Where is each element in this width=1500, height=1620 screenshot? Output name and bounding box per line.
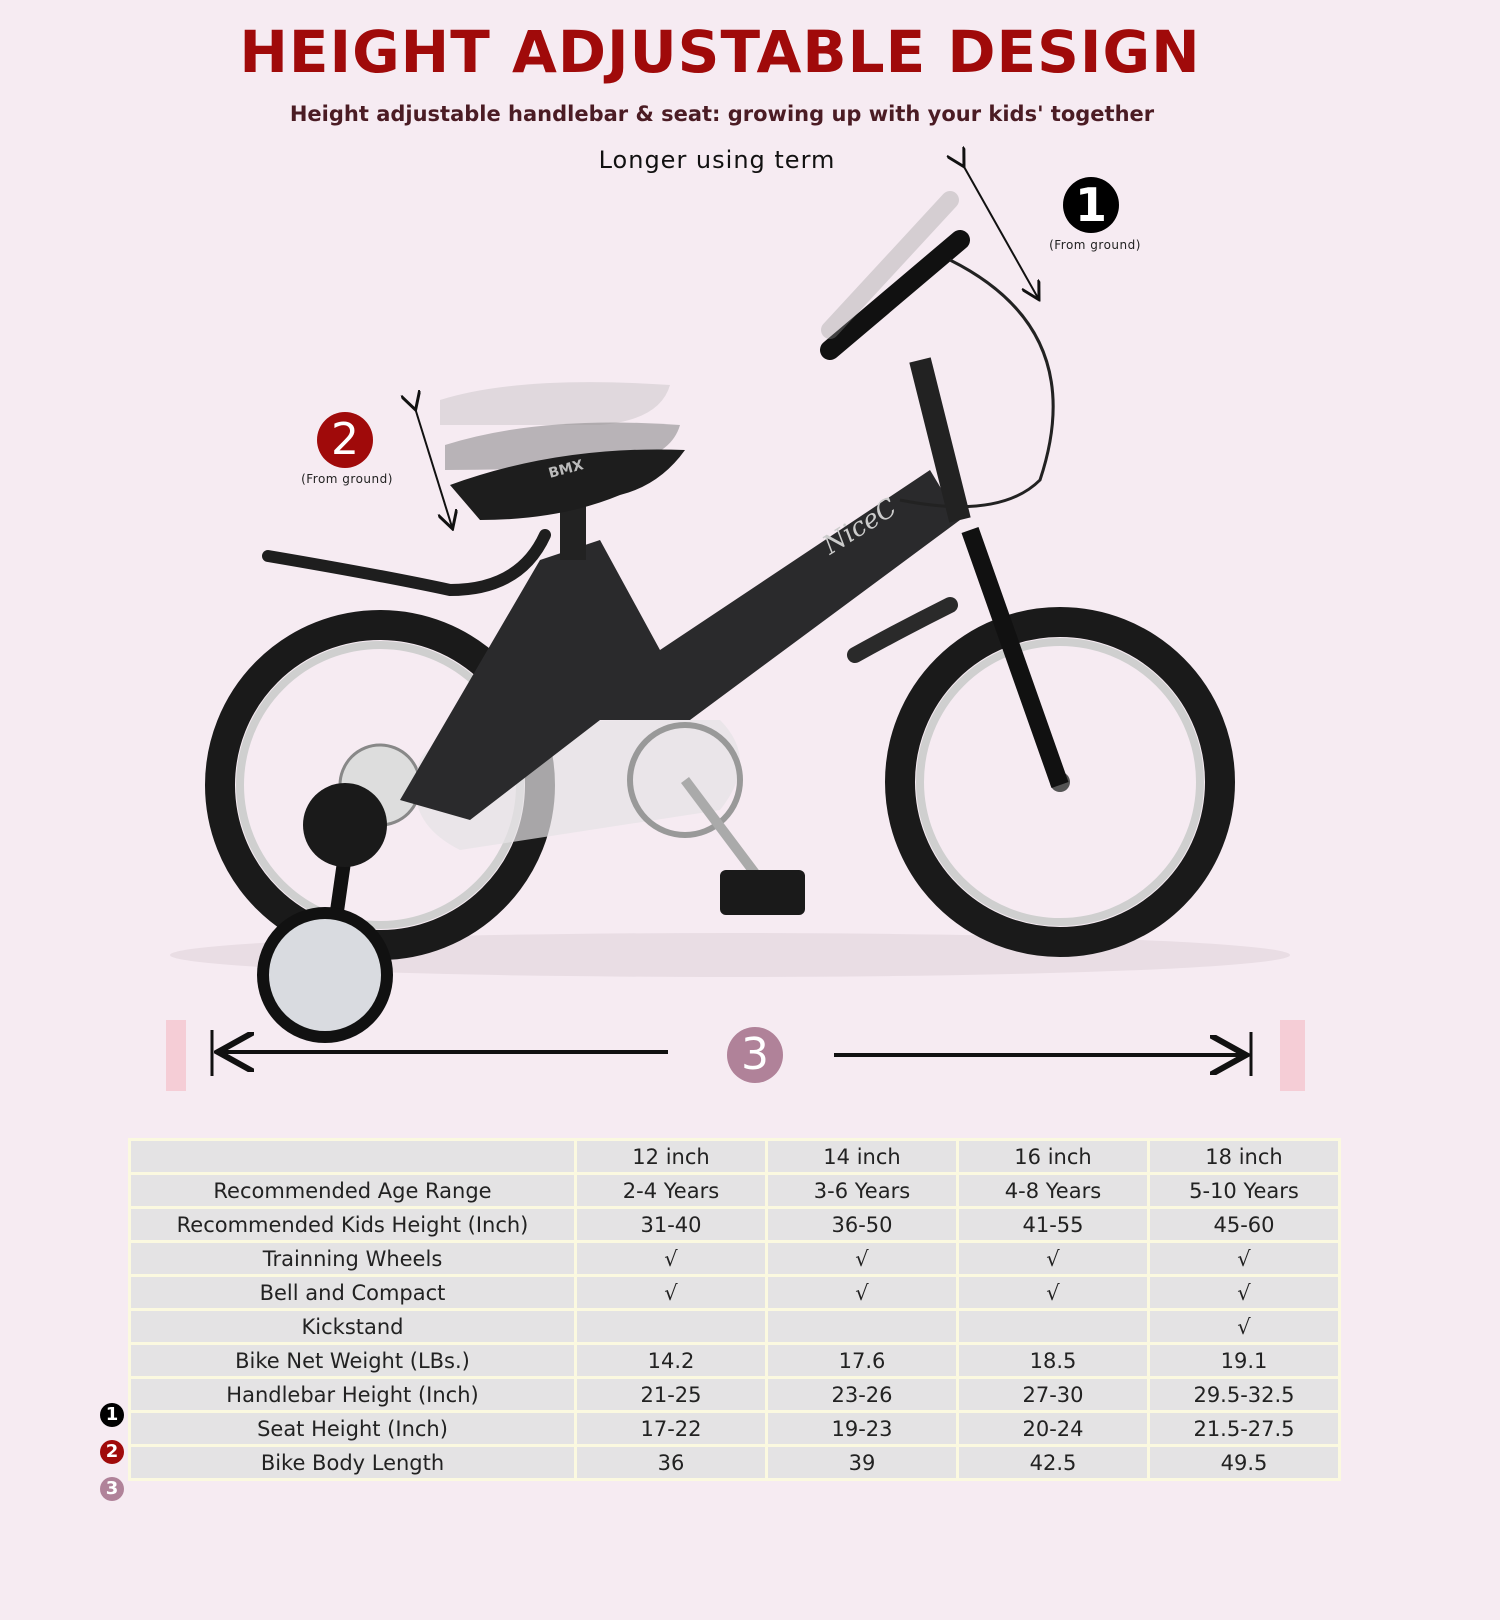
- table-cell: 42.5: [956, 1444, 1150, 1481]
- table-row: Bike Net Weight (LBs.) 14.2 17.6 18.5 19.1: [128, 1342, 1341, 1379]
- table-cell: 21-25: [574, 1376, 768, 1413]
- callout-2-badge: 2: [317, 412, 373, 468]
- table-cell: 31-40: [574, 1206, 768, 1243]
- table-cell: 21.5-27.5: [1147, 1410, 1341, 1447]
- table-header-row: 12 inch 14 inch 16 inch 18 inch: [128, 1138, 1341, 1175]
- table-cell: √: [574, 1274, 768, 1311]
- header-cell: 12 inch: [574, 1138, 768, 1175]
- row-marker-2: 2: [100, 1440, 124, 1464]
- table-cell: [765, 1308, 959, 1345]
- header-cell: 16 inch: [956, 1138, 1150, 1175]
- table-cell: [574, 1308, 768, 1345]
- training-wheel-bracket: [303, 783, 387, 867]
- table-cell: 29.5-32.5: [1147, 1376, 1341, 1413]
- table-row: Seat Height (Inch) 17-22 19-23 20-24 21.5-27…: [128, 1410, 1341, 1447]
- front-wheel: [885, 607, 1235, 957]
- table-cell: 2-4 Years: [574, 1172, 768, 1209]
- table-cell: [956, 1308, 1150, 1345]
- table-body: Recommended Age Range 2-4 Years 3-6 Years 4…: [128, 1172, 1341, 1481]
- training-wheel: [257, 907, 393, 1043]
- table-cell: 14.2: [574, 1342, 768, 1379]
- handlebar-height-arrow: [963, 165, 1038, 298]
- row-label: Trainning Wheels: [128, 1240, 577, 1277]
- table-row: Trainning Wheels √ √ √ √: [128, 1240, 1341, 1277]
- row-label: Recommended Kids Height (Inch): [128, 1206, 577, 1243]
- subtitle: Height adjustable handlebar & seat: grow…: [289, 102, 1155, 126]
- table-cell: 18.5: [956, 1342, 1150, 1379]
- table-cell: √: [765, 1240, 959, 1277]
- callout-1-badge: 1: [1063, 177, 1119, 233]
- brake-cable: [899, 258, 1055, 509]
- right-marker-bar: [1280, 1020, 1305, 1091]
- header-cell: 14 inch: [765, 1138, 959, 1175]
- pedal: [720, 870, 805, 915]
- table-cell: √: [765, 1274, 959, 1311]
- table-row: Handlebar Height (Inch) 21-25 23-26 27-30 29…: [128, 1376, 1341, 1413]
- row-label: Handlebar Height (Inch): [128, 1376, 577, 1413]
- table-cell: 23-26: [765, 1376, 959, 1413]
- table-cell: 41-55: [956, 1206, 1150, 1243]
- handlebar: [820, 230, 970, 360]
- row-label: Seat Height (Inch): [128, 1410, 577, 1447]
- table-cell: 17.6: [765, 1342, 959, 1379]
- seat-height-arrow: [415, 408, 452, 527]
- header-cell: [128, 1138, 577, 1175]
- table-row: Recommended Kids Height (Inch) 31-40 36-50…: [128, 1206, 1341, 1243]
- row-label: Bike Body Length: [128, 1444, 577, 1481]
- seat-ghost-high: [440, 382, 670, 425]
- table-cell: 3-6 Years: [765, 1172, 959, 1209]
- left-marker-bar: [166, 1020, 186, 1091]
- rear-fender: [262, 529, 551, 597]
- row-marker-3: 3: [100, 1477, 124, 1501]
- table-cell: √: [1147, 1240, 1341, 1277]
- row-label: Bike Net Weight (LBs.): [128, 1342, 577, 1379]
- table-cell: 19-23: [765, 1410, 959, 1447]
- table-cell: 36: [574, 1444, 768, 1481]
- table-cell: 39: [765, 1444, 959, 1481]
- table-cell: √: [956, 1240, 1150, 1277]
- header-cell: 18 inch: [1147, 1138, 1341, 1175]
- table-cell: 20-24: [956, 1410, 1150, 1447]
- bike-seat: [450, 449, 685, 520]
- table-row: Recommended Age Range 2-4 Years 3-6 Years 4…: [128, 1172, 1341, 1209]
- head-tube: [909, 357, 971, 523]
- chainring: [627, 722, 743, 838]
- bike-frame: [400, 470, 960, 820]
- callout-1-note: (From ground): [1049, 238, 1141, 252]
- table-row: Bike Body Length 36 39 42.5 49.5: [128, 1444, 1341, 1481]
- table-row: Bell and Compact √ √ √ √: [128, 1274, 1341, 1311]
- front-fender: [847, 597, 958, 663]
- crank-arm: [681, 777, 764, 883]
- handlebar-ghost: [821, 191, 959, 339]
- tagline: Longer using term: [598, 146, 836, 174]
- table-cell: √: [1147, 1274, 1341, 1311]
- row-label: Recommended Age Range: [128, 1172, 577, 1209]
- page-title: HEIGHT ADJUSTABLE DESIGN: [239, 18, 1201, 86]
- row-marker-1: 1: [100, 1403, 124, 1427]
- table-cell: 27-30: [956, 1376, 1150, 1413]
- table-cell: 5-10 Years: [1147, 1172, 1341, 1209]
- table-cell: 49.5: [1147, 1444, 1341, 1481]
- table-cell: √: [956, 1274, 1150, 1311]
- table-cell: √: [574, 1240, 768, 1277]
- table-cell: 45-60: [1147, 1206, 1341, 1243]
- size-comparison-table: 12 inch 14 inch 16 inch 18 inch Recommen…: [128, 1138, 1341, 1481]
- table-cell: 19.1: [1147, 1342, 1341, 1379]
- table-cell: 4-8 Years: [956, 1172, 1150, 1209]
- callout-3-badge: 3: [727, 1027, 783, 1083]
- row-label: Kickstand: [128, 1308, 577, 1345]
- table-cell: 17-22: [574, 1410, 768, 1447]
- table-cell: √: [1147, 1308, 1341, 1345]
- table-cell: 36-50: [765, 1206, 959, 1243]
- callout-2-note: (From ground): [301, 472, 393, 486]
- table-row: Kickstand √: [128, 1308, 1341, 1345]
- front-fork: [961, 527, 1069, 788]
- row-label: Bell and Compact: [128, 1274, 577, 1311]
- bike-illustration: NiceC BMX: [166, 0, 1305, 1091]
